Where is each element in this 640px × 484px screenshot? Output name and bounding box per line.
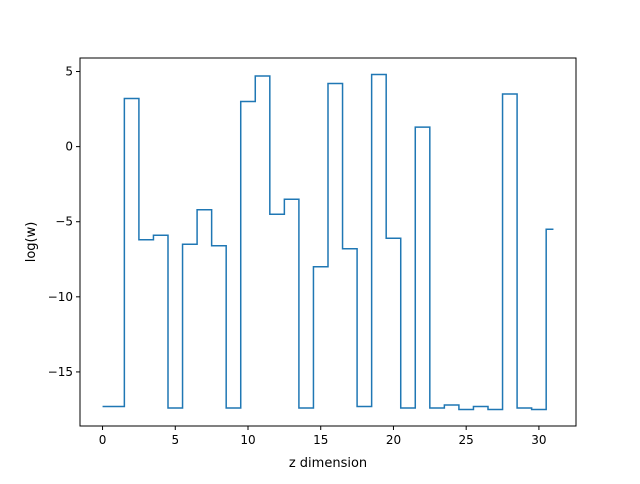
y-tick-label: 5 <box>65 65 73 79</box>
y-tick-label: −10 <box>48 290 73 304</box>
y-axis: 5 0 −5 −10 −15 <box>48 65 80 379</box>
x-tick-label: 0 <box>99 433 107 447</box>
plot-area <box>102 73 554 411</box>
x-tick-label: 15 <box>313 433 328 447</box>
x-tick-label: 10 <box>240 433 255 447</box>
y-tick-label: −5 <box>55 215 73 229</box>
series-line <box>102 73 554 411</box>
x-axis: 0 5 10 15 20 25 30 <box>99 426 547 447</box>
axes-frame <box>79 57 577 427</box>
x-tick-label: 20 <box>386 433 401 447</box>
x-tick-label: 25 <box>459 433 474 447</box>
x-tick-label: 30 <box>531 433 546 447</box>
y-tick-label: 0 <box>65 140 73 154</box>
y-tick-label: −15 <box>48 365 73 379</box>
x-tick-label: 5 <box>171 433 179 447</box>
x-axis-label: z dimension <box>289 456 367 471</box>
y-axis-label: log(w) <box>24 222 39 263</box>
